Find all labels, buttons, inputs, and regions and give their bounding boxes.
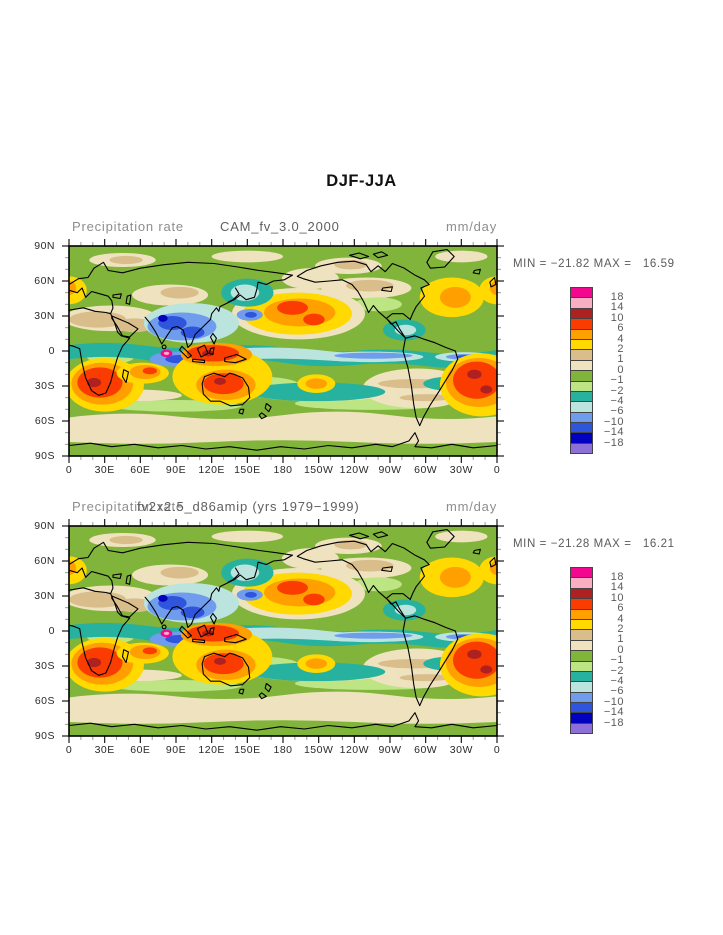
lon-tick-label: 180 bbox=[273, 744, 293, 756]
lat-tick-label: 90S bbox=[34, 449, 55, 462]
lat-tick-label: 90N bbox=[34, 519, 55, 532]
lat-tick-label: 30S bbox=[34, 659, 55, 672]
lon-tick-label: 0 bbox=[65, 464, 73, 476]
colorbar-swatch bbox=[570, 442, 593, 455]
lon-tick-label: 90W bbox=[378, 744, 402, 756]
lon-tick-label: 60E bbox=[130, 464, 151, 476]
colorbar-label: −10 bbox=[603, 415, 624, 428]
colorbar-label: 0 bbox=[617, 363, 624, 376]
lon-tick-label: 120E bbox=[198, 744, 225, 756]
lon-tick-label: 120W bbox=[339, 744, 370, 756]
lat-tick-label: 60N bbox=[34, 274, 55, 287]
colorbar-label: −14 bbox=[603, 426, 624, 439]
colorbar-label: 18 bbox=[610, 570, 624, 583]
colorbar-label: 6 bbox=[617, 322, 624, 335]
min-max-stats: MIN = −21.82 MAX = 16.59 bbox=[513, 258, 675, 270]
lat-tick-label: 90N bbox=[34, 239, 55, 252]
figure-title: DJF-JJA bbox=[326, 172, 397, 190]
colorbar-label: −2 bbox=[610, 664, 624, 677]
case-label: fv2x2.5_d86amip (yrs 1979−1999) bbox=[137, 499, 360, 514]
lat-tick-label: 60N bbox=[34, 554, 55, 567]
colorbar-label: 14 bbox=[610, 581, 624, 594]
colorbar-label: 4 bbox=[617, 612, 624, 625]
lat-tick-label: 0 bbox=[48, 344, 55, 357]
colorbar-label: −6 bbox=[610, 685, 624, 698]
lon-tick-label: 60E bbox=[130, 744, 151, 756]
lat-tick-label: 30N bbox=[34, 309, 55, 322]
field-label: Precipitation rate bbox=[72, 499, 184, 514]
min-max-stats: MIN = −21.28 MAX = 16.21 bbox=[513, 538, 675, 550]
world-map bbox=[60, 526, 506, 736]
colorbar-label: −10 bbox=[603, 695, 624, 708]
lon-tick-label: 30E bbox=[94, 464, 115, 476]
panel-cam: Precipitation rate CAM_fv_3.0_2000 mm/da… bbox=[0, 200, 723, 490]
lat-tick-label: 0 bbox=[48, 624, 55, 637]
colorbar-label: −2 bbox=[610, 384, 624, 397]
colorbar-label: 10 bbox=[610, 311, 624, 324]
lon-tick-label: 150E bbox=[234, 744, 261, 756]
colorbar-label: 1 bbox=[617, 353, 624, 366]
lon-tick-label: 90E bbox=[165, 744, 187, 756]
colorbar-label: −1 bbox=[610, 654, 624, 667]
lon-tick-label: 0 bbox=[65, 744, 73, 756]
lon-tick-label: 30E bbox=[94, 744, 115, 756]
lat-tick-label: 90S bbox=[34, 729, 55, 742]
lon-tick-label: 150W bbox=[303, 744, 334, 756]
colorbar-label: 4 bbox=[617, 332, 624, 345]
colorbar-label: 2 bbox=[617, 342, 624, 355]
lon-tick-label: 60W bbox=[414, 464, 438, 476]
map-plot bbox=[60, 239, 506, 463]
plot-frame bbox=[68, 245, 498, 457]
latitude-axis: 90N 60N 30N 0 30S 60S 90S bbox=[0, 520, 63, 742]
lon-tick-label: 30W bbox=[449, 744, 473, 756]
colorbar-label: 0 bbox=[617, 643, 624, 656]
colorbar-label: −1 bbox=[610, 374, 624, 387]
colorbar-label: 18 bbox=[610, 290, 624, 303]
lat-tick-label: 30S bbox=[34, 379, 55, 392]
world-map bbox=[60, 246, 506, 456]
colorbar-label: −18 bbox=[603, 436, 624, 449]
lon-tick-label: 90E bbox=[165, 464, 187, 476]
lon-tick-label: 120W bbox=[339, 464, 370, 476]
colorbar-label: 14 bbox=[610, 301, 624, 314]
lon-tick-label: 30W bbox=[449, 464, 473, 476]
field-label: Precipitation rate bbox=[72, 219, 184, 234]
lon-tick-label: 0 bbox=[493, 744, 501, 756]
colorbar-label: 2 bbox=[617, 622, 624, 635]
units-label: mm/day bbox=[445, 219, 497, 234]
colorbar bbox=[570, 287, 593, 455]
units-label: mm/day bbox=[445, 499, 497, 514]
latitude-axis: 90N 60N 30N 0 30S 60S 90S bbox=[0, 240, 63, 462]
longitude-axis: 0 30E 60E 90E 120E 150E 180 150W 120W 90W 60W 30W 0 bbox=[66, 464, 500, 477]
colorbar-label: −4 bbox=[610, 394, 624, 407]
colorbar-label: −6 bbox=[610, 405, 624, 418]
longitude-axis: 0 30E 60E 90E 120E 150E 180 150W 120W 90W 60W 30W 0 bbox=[66, 744, 500, 757]
colorbar-label: −4 bbox=[610, 674, 624, 687]
plot-frame bbox=[68, 525, 498, 737]
colorbar bbox=[570, 567, 593, 735]
panel-amip: Precipitation rate fv2x2.5_d86amip (yrs … bbox=[0, 480, 723, 770]
colorbar-label: −18 bbox=[603, 716, 624, 729]
colorbar-label: −14 bbox=[603, 706, 624, 719]
lon-tick-label: 120E bbox=[198, 464, 225, 476]
lon-tick-label: 150W bbox=[303, 464, 334, 476]
lon-tick-label: 60W bbox=[414, 744, 438, 756]
lon-tick-label: 90W bbox=[378, 464, 402, 476]
colorbar-label: 10 bbox=[610, 591, 624, 604]
lat-tick-label: 30N bbox=[34, 589, 55, 602]
lon-tick-label: 0 bbox=[493, 464, 501, 476]
lon-tick-label: 150E bbox=[234, 464, 261, 476]
colorbar-label: 1 bbox=[617, 633, 624, 646]
lat-tick-label: 60S bbox=[34, 414, 55, 427]
colorbar-label: 6 bbox=[617, 602, 624, 615]
colorbar-swatch bbox=[570, 722, 593, 735]
lon-tick-label: 180 bbox=[273, 464, 293, 476]
lat-tick-label: 60S bbox=[34, 694, 55, 707]
map-plot bbox=[60, 519, 506, 743]
case-label: CAM_fv_3.0_2000 bbox=[220, 219, 340, 234]
